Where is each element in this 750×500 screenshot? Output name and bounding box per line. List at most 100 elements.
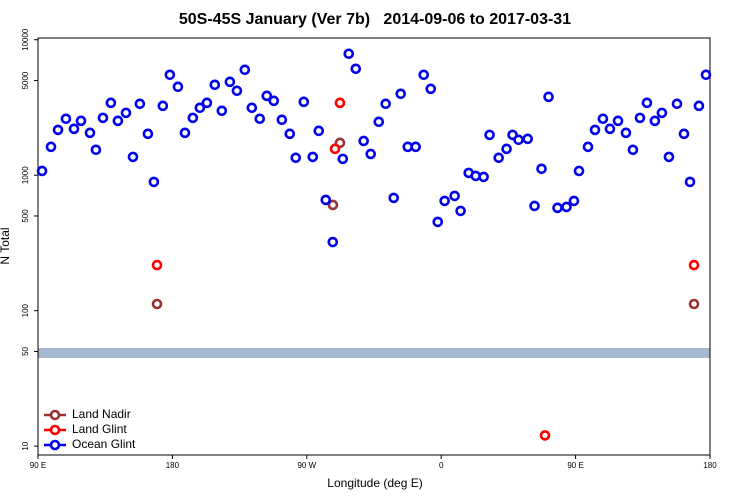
point [36, 165, 48, 177]
y-tick-label: 10 [21, 441, 30, 450]
y-tick-label: 500 [21, 209, 30, 223]
y-tick-label: 10000 [21, 28, 30, 51]
point [239, 64, 251, 76]
point [90, 144, 102, 156]
y-axis-label: N Total [0, 227, 12, 264]
point [641, 97, 653, 109]
point [334, 97, 346, 109]
point [620, 127, 632, 139]
point [373, 116, 385, 128]
point [418, 69, 430, 81]
point [663, 151, 675, 163]
point [671, 98, 683, 110]
point [298, 96, 310, 108]
point [350, 63, 362, 75]
point [561, 201, 572, 213]
point [68, 123, 80, 135]
point [388, 192, 400, 204]
point [60, 113, 72, 125]
point [261, 90, 273, 102]
y-tick-label: 50 [21, 346, 30, 355]
point [337, 153, 349, 165]
point [209, 79, 221, 91]
point [201, 97, 213, 109]
point [142, 128, 154, 140]
chart-title: 50S-45S January (Ver 7b) 2014-09-06 to 2… [179, 11, 571, 28]
point [395, 88, 407, 100]
point [84, 127, 96, 139]
point [432, 216, 444, 228]
legend-label: Land Nadir [72, 407, 131, 421]
x-tick-label: 0 [439, 461, 444, 470]
y-tick-label: 1000 [21, 166, 30, 184]
plot-frame [37, 37, 711, 456]
point [105, 97, 117, 109]
point [127, 151, 139, 163]
point [358, 135, 369, 147]
x-tick-label: 90 W [297, 461, 316, 470]
point [157, 100, 169, 112]
point [522, 133, 533, 145]
point [582, 141, 594, 153]
point [179, 127, 191, 139]
x-tick-label: 90 E [30, 461, 46, 470]
point [529, 200, 540, 212]
point [597, 113, 609, 125]
threshold-band [38, 348, 710, 358]
point [688, 259, 700, 271]
point [365, 148, 377, 160]
point [380, 98, 391, 110]
legend-marker [49, 424, 61, 436]
point [172, 81, 184, 93]
point [573, 165, 585, 177]
point [284, 128, 296, 140]
y-tick-label: 100 [21, 303, 30, 317]
point [134, 98, 146, 110]
point [151, 259, 163, 271]
legend-marker [49, 409, 61, 421]
point [568, 195, 580, 207]
point [164, 69, 176, 81]
point [656, 107, 668, 119]
x-tick-label: 180 [166, 461, 180, 470]
legend-label: Ocean Glint [72, 437, 136, 451]
point [45, 141, 57, 153]
point [693, 100, 705, 112]
point [216, 105, 228, 117]
point [649, 115, 661, 127]
legend-marker [49, 439, 61, 451]
point [224, 76, 236, 88]
point [634, 112, 646, 124]
point [700, 69, 712, 81]
point [688, 298, 700, 310]
point [120, 107, 132, 119]
point [290, 152, 302, 164]
point [484, 129, 495, 141]
point [425, 83, 437, 95]
point [246, 102, 258, 114]
point [327, 199, 339, 211]
point [254, 113, 266, 125]
point [604, 123, 616, 135]
point [112, 115, 124, 127]
x-axis-label: Longitude (deg E) [327, 476, 422, 490]
point [684, 176, 696, 188]
point [493, 152, 504, 164]
point [501, 143, 512, 155]
point [52, 124, 64, 136]
point [148, 176, 160, 188]
point [678, 128, 690, 140]
point [231, 85, 243, 97]
point [478, 171, 489, 183]
x-tick-label: 180 [703, 461, 717, 470]
legend-label: Land Glint [72, 422, 127, 436]
point [449, 190, 460, 202]
point [268, 95, 280, 107]
point [536, 163, 547, 175]
point [329, 143, 341, 155]
point [543, 91, 554, 103]
point [151, 298, 163, 310]
point [276, 114, 288, 126]
